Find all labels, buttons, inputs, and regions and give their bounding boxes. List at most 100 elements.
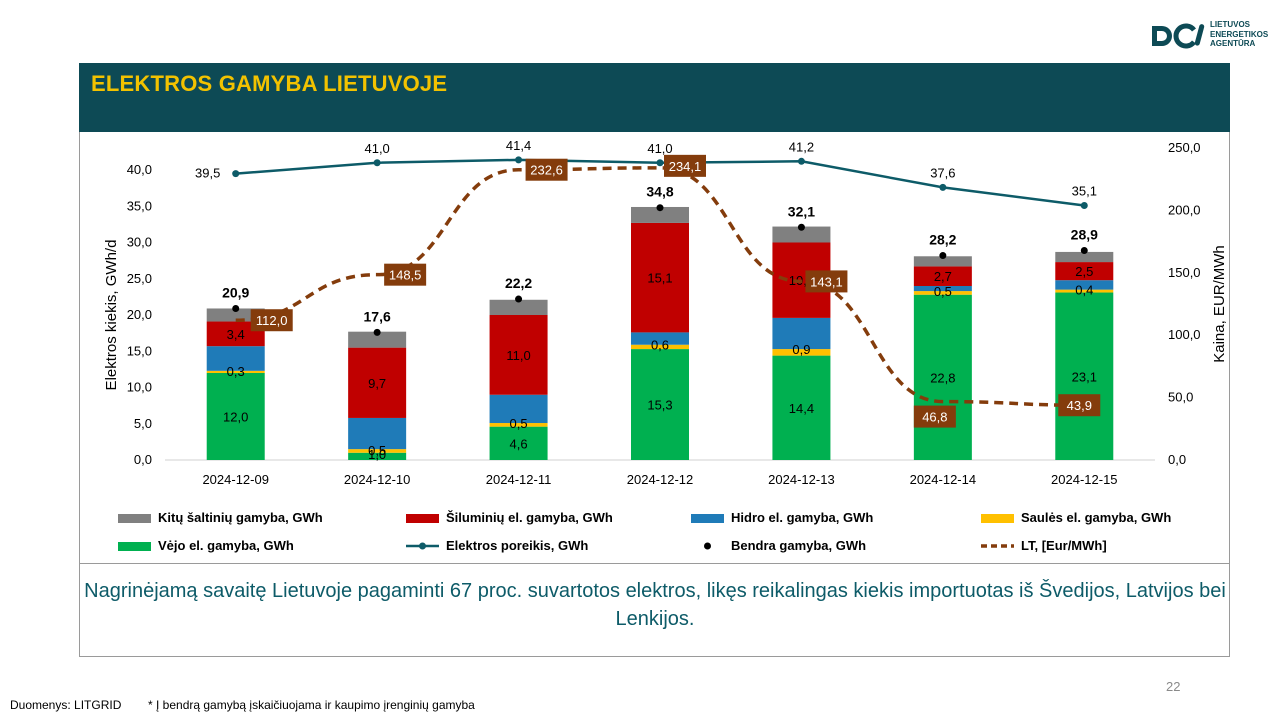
price-data-label: 43,9: [1067, 398, 1092, 413]
legend-label: Bendra gamyba, GWh: [731, 538, 867, 553]
y-tick-label: 15,0: [127, 343, 152, 358]
demand-data-label: 35,1: [1072, 184, 1097, 199]
bar-segment: [631, 344, 689, 350]
bar-segment: [631, 222, 689, 333]
y-tick-label: 40,0: [127, 162, 152, 177]
legend-swatch: [118, 541, 151, 551]
legend-item: Hidro el. gamyba, GWh: [690, 510, 873, 525]
x-tick-label: 2024-12-14: [910, 472, 977, 487]
legend-swatch: [406, 513, 439, 523]
legend-swatch: [691, 513, 724, 523]
data-source: Duomenys: LITGRID: [10, 698, 122, 712]
y-tick-label: 5,0: [134, 416, 152, 431]
bar-segment: [772, 349, 831, 356]
total-production-label: 28,2: [929, 232, 956, 248]
x-tick-label: 2024-12-15: [1051, 472, 1118, 487]
saules-data-label: 0,4: [1075, 283, 1093, 298]
x-tick-label: 2024-12-12: [627, 472, 694, 487]
bar-segment: [489, 315, 548, 395]
vejo-data-label: 12,0: [223, 410, 248, 425]
bar-segment: [913, 256, 972, 267]
logo-line-2: ENERGETIKOS: [1210, 29, 1269, 39]
saules-data-label: 0,5: [510, 416, 528, 431]
bar-segment: [348, 452, 407, 460]
demand-data-label: 37,6: [930, 165, 955, 180]
y-tick-label: 25,0: [127, 271, 152, 286]
total-production-label: 28,9: [1071, 226, 1098, 242]
bar-segment: [206, 346, 265, 371]
price-label-box: [384, 263, 427, 286]
y-axis-title: Elektros kiekis, GWh/d: [103, 240, 120, 391]
y2-axis-title: Kaina, EUR/MWh: [1211, 245, 1228, 363]
saules-data-label: 0,3: [227, 364, 245, 379]
title-bar: ELEKTROS GAMYBA LIETUVOJE: [79, 63, 1230, 132]
bar-segment: [206, 370, 265, 373]
bar-segment: [1055, 280, 1114, 290]
demand-data-label: 39,5: [195, 166, 220, 181]
logo-text: LIETUVOS ENERGETIKOS AGENTŪRA: [1210, 20, 1268, 49]
bar-segment: [348, 417, 407, 450]
legend-swatch: [981, 513, 1014, 523]
price-label-box: [525, 158, 568, 181]
y-tick-label: 0,0: [134, 452, 152, 467]
saules-data-label: 0,6: [651, 338, 669, 353]
total-production-label: 20,9: [222, 284, 249, 300]
demand-data-label: 41,2: [789, 139, 814, 154]
bar-segment: [206, 308, 265, 322]
legend-item: Elektros poreikis, GWh: [405, 538, 588, 553]
vejo-data-label: 14,4: [789, 401, 814, 416]
bar-segment: [206, 373, 265, 460]
page-number: 22: [1166, 679, 1181, 694]
x-tick-label: 2024-12-10: [344, 472, 411, 487]
siluminiu-data-label: 15,1: [647, 271, 672, 286]
vejo-data-label: 1,0: [368, 447, 386, 462]
legend-swatch: [981, 543, 1014, 548]
total-production-label: 32,1: [788, 203, 815, 219]
siluminiu-data-label: 9,7: [368, 376, 386, 391]
y-tick-label: 10,0: [127, 380, 152, 395]
y-tick-label: 30,0: [127, 235, 152, 250]
legend-label: Vėjo el. gamyba, GWh: [158, 538, 294, 553]
price-data-label: 112,0: [256, 313, 288, 328]
total-production-dot: [797, 223, 805, 231]
x-tick-label: 2024-12-09: [202, 472, 269, 487]
legend-label: Saulės el. gamyba, GWh: [1021, 510, 1172, 525]
total-production-dot: [373, 328, 381, 336]
divider: [79, 563, 1230, 564]
demand-marker: [232, 170, 240, 178]
legend-label: LT, [Eur/MWh]: [1021, 538, 1107, 553]
y2-tick-label: 100,0: [1168, 327, 1201, 342]
legend-swatch: [704, 542, 711, 549]
price-data-label: 232,6: [530, 163, 563, 178]
y2-tick-label: 150,0: [1168, 265, 1201, 280]
total-production-label: 22,2: [505, 275, 532, 291]
demand-data-label: 41,4: [506, 138, 531, 153]
bar-segment: [631, 332, 689, 345]
price-data-label: 143,1: [810, 274, 843, 289]
demand-marker: [1080, 202, 1088, 210]
lea-logo-icon: [1152, 23, 1205, 49]
bar-segment: [348, 331, 407, 348]
legend-label: Šiluminių el. gamyba, GWh: [446, 510, 613, 525]
bar-segment: [348, 449, 407, 453]
total-production-dot: [1080, 246, 1088, 254]
bar-segment: [489, 299, 548, 315]
legend-item: Kitų šaltinių gamyba, GWh: [117, 510, 323, 525]
y2-tick-label: 250,0: [1168, 140, 1201, 155]
legend-label: Elektros poreikis, GWh: [446, 538, 589, 553]
bar-segment: [489, 394, 548, 424]
legend-item: Šiluminių el. gamyba, GWh: [405, 510, 613, 525]
siluminiu-data-label: 2,7: [934, 269, 952, 284]
demand-marker: [373, 159, 381, 167]
bar-segment: [913, 294, 972, 460]
legend-item: LT, [Eur/MWh]: [980, 538, 1107, 553]
total-production-label: 17,6: [364, 308, 391, 324]
saules-data-label: 0,9: [792, 342, 810, 357]
legend-label: Hidro el. gamyba, GWh: [731, 510, 874, 525]
y-tick-label: 35,0: [127, 198, 152, 213]
demand-data-label: 41,0: [647, 141, 672, 156]
y2-tick-label: 200,0: [1168, 202, 1201, 217]
siluminiu-data-label: 11,0: [506, 348, 530, 363]
bar-segment: [1055, 251, 1114, 263]
price-label-box: [805, 270, 848, 293]
